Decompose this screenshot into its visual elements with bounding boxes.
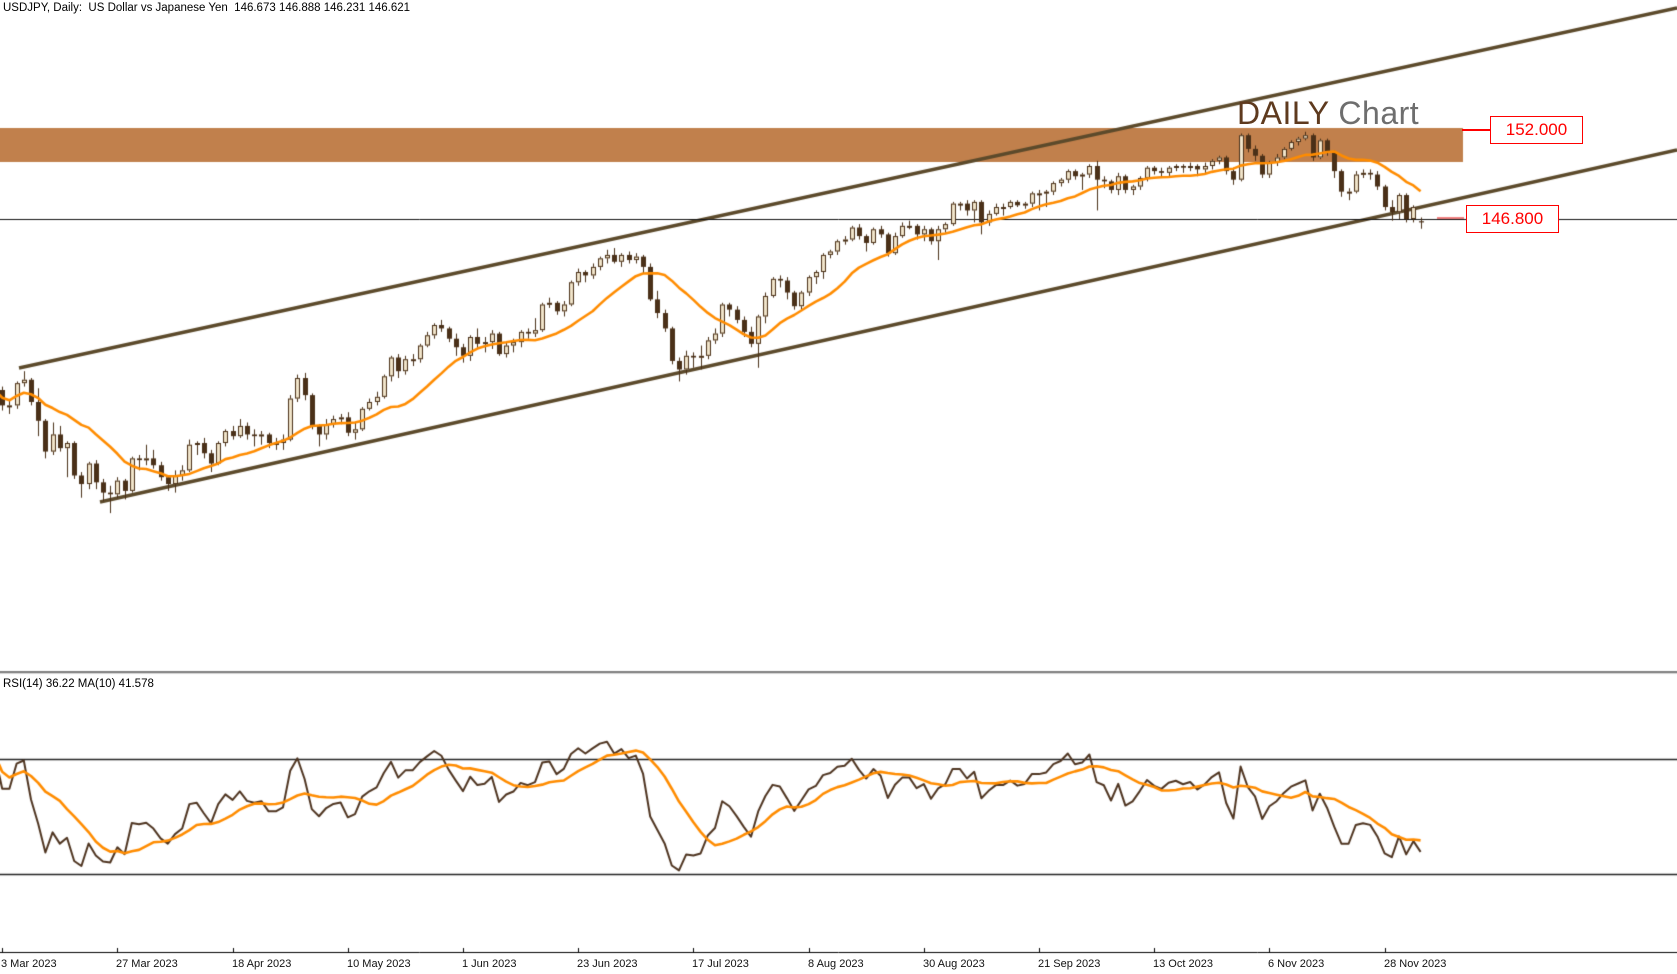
- daily-chart-annotation-word2: Chart: [1338, 95, 1420, 131]
- rsi-indicator-label: RSI(14) 36.22 MA(10) 41.578: [3, 678, 154, 690]
- resistance-price-label: 152.000: [1490, 116, 1583, 144]
- daily-chart-annotation-word1: DAILY: [1237, 95, 1330, 131]
- support-price-label: 146.800: [1466, 205, 1559, 233]
- resistance-callout-line: [1462, 129, 1491, 131]
- symbol-quote-line: USDJPY, Daily: US Dollar vs Japanese Yen…: [3, 2, 411, 14]
- daily-chart-annotation: DAILY Chart: [1237, 95, 1419, 132]
